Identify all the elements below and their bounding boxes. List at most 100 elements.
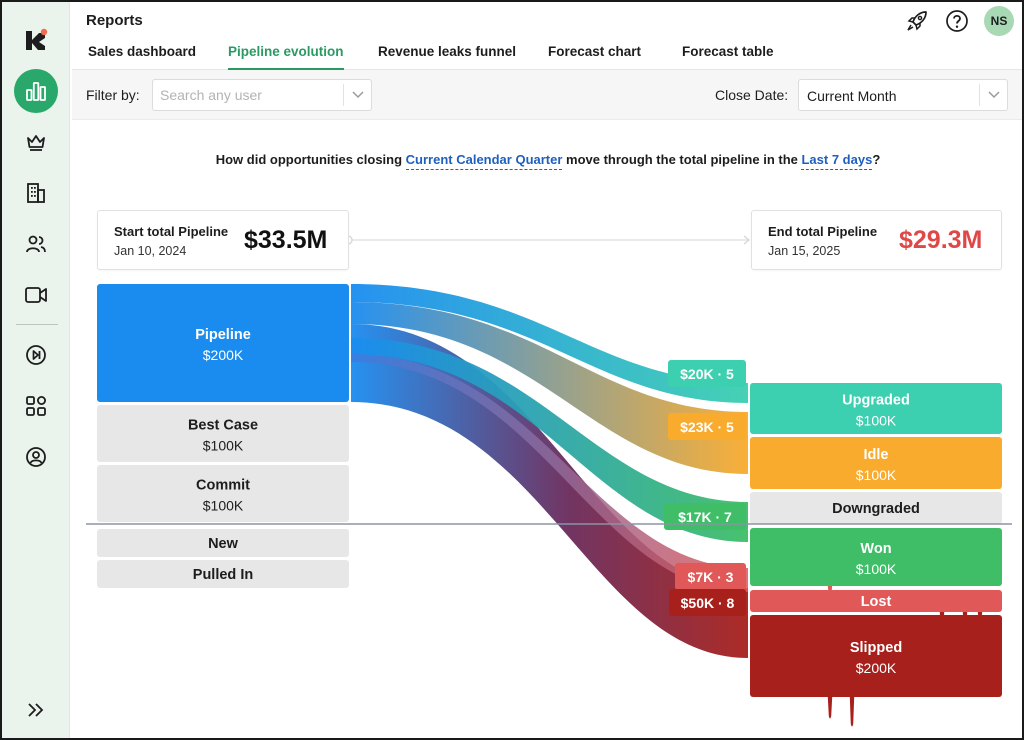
question-text: How did opportunities closing xyxy=(215,152,406,167)
target-node-idle[interactable]: Idle $100K xyxy=(750,437,1002,489)
flow-ribbon-upgraded[interactable] xyxy=(351,284,748,403)
sidebar-divider xyxy=(16,324,58,325)
start-pipeline-value: $33.5M xyxy=(244,226,328,254)
flow-label-slipped[interactable]: $50K · 8 xyxy=(669,589,746,616)
source-node-new-label: New xyxy=(208,536,239,552)
chevron-down-icon[interactable] xyxy=(979,84,1007,106)
flow-label-upgraded-text: $20K · 5 xyxy=(680,366,734,382)
chevron-down-icon[interactable] xyxy=(343,84,371,106)
sidebar-item-playbooks[interactable] xyxy=(14,333,58,377)
end-pipeline-date: Jan 15, 2025 xyxy=(768,244,841,258)
flow-ribbon-slipped[interactable] xyxy=(351,324,748,658)
target-node-upgraded-box xyxy=(750,383,1002,434)
rocket-icon[interactable] xyxy=(904,8,930,34)
sidebar-item-apps[interactable] xyxy=(14,384,58,428)
target-node-won-label: Won xyxy=(860,541,891,557)
target-node-downgraded[interactable]: Downgraded xyxy=(750,492,1002,524)
top-bar: Reports Sales dashboard Pipeline evoluti… xyxy=(72,2,1022,70)
source-node-pipeline[interactable]: Pipeline $200K xyxy=(97,284,349,402)
target-node-idle-value: $100K xyxy=(856,467,897,483)
source-node-new-box xyxy=(97,529,349,557)
drip-decoration xyxy=(977,612,983,626)
target-node-won-value: $100K xyxy=(856,561,897,577)
flow-label-slipped-text: $50K · 8 xyxy=(681,595,735,611)
target-node-upgraded[interactable]: Upgraded $100K xyxy=(750,383,1002,434)
target-node-won[interactable]: Won $100K xyxy=(750,528,1002,586)
pipeline-sankey-chart: Pipeline $200K Best Case $100K Commit $100K Ne… xyxy=(86,235,1012,727)
apps-grid-icon xyxy=(26,396,46,416)
bar-chart-icon xyxy=(26,82,46,101)
tab-forecast-table[interactable]: Forecast table xyxy=(682,44,774,59)
double-chevron-right-icon xyxy=(28,703,44,717)
source-node-best-case-box xyxy=(97,405,349,462)
flow-label-won[interactable]: $17K · 7 xyxy=(664,503,746,530)
question-text: ? xyxy=(872,152,881,167)
sidebar-item-reports[interactable] xyxy=(14,69,58,113)
main-area: Reports Sales dashboard Pipeline evoluti… xyxy=(72,2,1022,738)
source-node-best-case[interactable]: Best Case $100K xyxy=(97,405,349,462)
sidebar xyxy=(2,2,70,738)
tab-sales-dashboard[interactable]: Sales dashboard xyxy=(88,44,197,59)
sidebar-item-profile[interactable] xyxy=(14,435,58,479)
sidebar-item-meetings[interactable] xyxy=(14,273,58,317)
source-node-pipeline-box xyxy=(97,284,349,402)
target-node-upgraded-label: Upgraded xyxy=(842,393,910,409)
start-pipeline-label: Start total Pipeline xyxy=(114,224,229,239)
tab-revenue-leaks-funnel[interactable]: Revenue leaks funnel xyxy=(378,44,517,59)
close-date-value: Current Month xyxy=(807,88,897,104)
target-node-downgraded-box xyxy=(750,492,1002,524)
target-node-won-box xyxy=(750,528,1002,586)
target-node-lost[interactable]: Lost xyxy=(750,590,1002,612)
user-search-input[interactable] xyxy=(154,81,342,109)
sidebar-item-accounts[interactable] xyxy=(14,171,58,215)
close-date-select[interactable]: Current Month xyxy=(798,79,1008,111)
play-skip-icon xyxy=(26,345,46,365)
period-selector-link[interactable]: Current Calendar Quarter xyxy=(405,152,563,170)
flow-label-idle[interactable]: $23K · 5 xyxy=(668,413,746,440)
drip-decoration xyxy=(849,697,855,727)
drip-decoration xyxy=(825,528,831,546)
flow-label-lost[interactable]: $7K · 3 xyxy=(675,563,746,590)
close-date-label: Close Date: xyxy=(715,87,789,103)
source-node-new[interactable]: New xyxy=(97,529,349,557)
target-node-slipped[interactable]: Slipped $200K xyxy=(750,615,1002,697)
target-node-upgraded-value: $100K xyxy=(856,413,897,429)
timeframe-selector-link[interactable]: Last 7 days xyxy=(801,152,873,170)
flow-label-upgraded-bg xyxy=(668,360,746,387)
flow-label-idle-text: $23K · 5 xyxy=(680,419,734,435)
drip-decoration xyxy=(827,586,833,598)
report-question: How did opportunities closing Current Ca… xyxy=(72,152,1022,170)
filter-label: Filter by: xyxy=(86,87,140,103)
avatar[interactable]: NS xyxy=(984,6,1014,36)
target-node-idle-label: Idle xyxy=(864,447,889,463)
source-node-best-case-value: $100K xyxy=(203,438,244,454)
flow-ribbon-won[interactable] xyxy=(351,338,748,542)
question-text: move through the total pipeline in the xyxy=(562,152,802,167)
flow-label-upgraded[interactable]: $20K · 5 xyxy=(668,360,746,387)
source-node-pulled-in[interactable]: Pulled In xyxy=(97,560,349,588)
tab-forecast-chart[interactable]: Forecast chart xyxy=(548,44,642,59)
tab-pipeline-evolution[interactable]: Pipeline evolution xyxy=(228,44,344,70)
flow-label-won-text: $17K · 7 xyxy=(678,509,732,525)
user-filter-select[interactable] xyxy=(152,79,372,111)
target-node-lost-label: Lost xyxy=(861,594,892,610)
help-icon[interactable] xyxy=(944,8,970,34)
sidebar-item-contacts[interactable] xyxy=(14,222,58,266)
users-icon xyxy=(26,235,46,253)
drip-decoration xyxy=(939,612,945,640)
target-node-slipped-value: $200K xyxy=(856,660,897,676)
app-logo-icon[interactable] xyxy=(24,28,48,52)
source-node-commit[interactable]: Commit $100K xyxy=(97,465,349,522)
sidebar-item-deals[interactable] xyxy=(14,120,58,164)
video-icon xyxy=(25,287,47,303)
sidebar-expand-button[interactable] xyxy=(14,688,58,732)
start-pipeline-card: Start total Pipeline Jan 10, 2024 $33.5M xyxy=(97,210,349,270)
end-pipeline-card: End total Pipeline Jan 15, 2025 $29.3M xyxy=(751,210,1002,270)
source-node-pipeline-label: Pipeline xyxy=(195,327,251,343)
flow-ribbon-idle[interactable] xyxy=(351,302,748,474)
start-pipeline-date: Jan 10, 2024 xyxy=(114,244,187,258)
flow-label-lost-text: $7K · 3 xyxy=(688,569,734,585)
target-node-downgraded-label: Downgraded xyxy=(832,501,920,517)
drip-decoration xyxy=(827,697,833,719)
